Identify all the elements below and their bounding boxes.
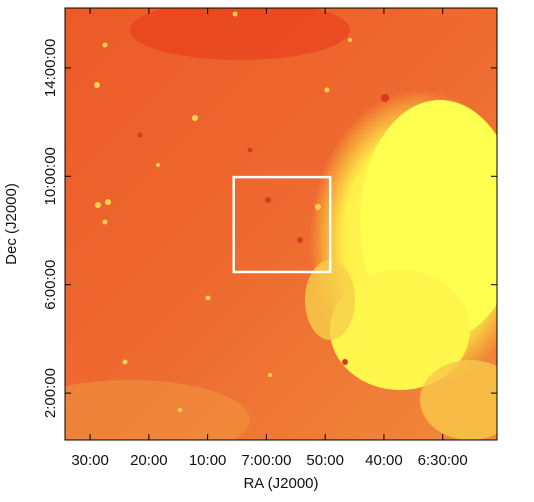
x-tick-label: 10:00 — [189, 452, 227, 469]
y-tick-label: 10:00:00 — [42, 147, 59, 205]
x-tick-label: 6:30:00 — [418, 452, 468, 469]
x-tick-label: 50:00 — [306, 452, 344, 469]
x-tick-label: 20:00 — [130, 452, 168, 469]
plot-frame — [64, 7, 498, 441]
region-box — [232, 175, 332, 274]
y-tick-label: 2:00:00 — [42, 368, 59, 418]
y-tick-label: 6:00:00 — [42, 260, 59, 310]
y-tick-label: 14:00:00 — [42, 39, 59, 97]
x-tick-label: 40:00 — [365, 452, 403, 469]
x-axis-label: RA (J2000) — [243, 475, 318, 492]
sky-image — [65, 8, 497, 440]
y-axis-label: Dec (J2000) — [3, 183, 20, 265]
x-tick-label: 7:00:00 — [241, 452, 291, 469]
x-tick-label: 30:00 — [71, 452, 109, 469]
